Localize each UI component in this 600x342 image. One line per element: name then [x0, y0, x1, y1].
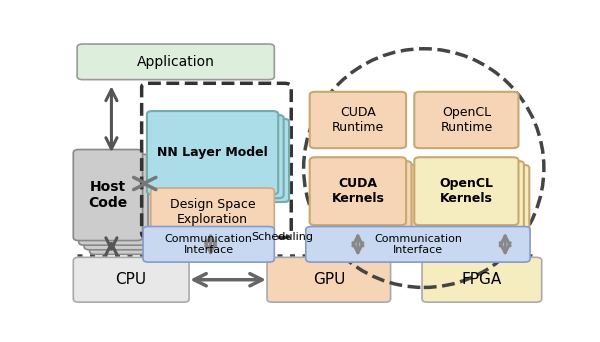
Text: Communication
Interface: Communication Interface [164, 234, 253, 255]
FancyBboxPatch shape [158, 119, 289, 202]
FancyBboxPatch shape [320, 165, 417, 233]
FancyBboxPatch shape [152, 115, 284, 198]
FancyBboxPatch shape [422, 257, 542, 302]
FancyBboxPatch shape [79, 154, 148, 245]
FancyBboxPatch shape [147, 111, 278, 194]
FancyBboxPatch shape [306, 226, 530, 262]
FancyBboxPatch shape [73, 149, 143, 240]
Text: CUDA
Runtime: CUDA Runtime [332, 106, 384, 134]
FancyBboxPatch shape [310, 157, 406, 225]
Text: OpenCL
Kernels: OpenCL Kernels [439, 177, 493, 205]
FancyBboxPatch shape [315, 161, 412, 229]
FancyBboxPatch shape [73, 257, 189, 302]
Text: NN Layer Model: NN Layer Model [157, 146, 268, 159]
FancyBboxPatch shape [425, 165, 529, 233]
FancyBboxPatch shape [143, 226, 274, 262]
FancyBboxPatch shape [414, 157, 518, 225]
Text: Communication
Interface: Communication Interface [374, 234, 462, 255]
Text: Host
Code: Host Code [88, 180, 128, 210]
FancyBboxPatch shape [310, 92, 406, 148]
Text: OpenCL
Runtime: OpenCL Runtime [440, 106, 493, 134]
FancyBboxPatch shape [267, 257, 391, 302]
FancyBboxPatch shape [89, 163, 159, 254]
FancyBboxPatch shape [84, 159, 154, 250]
FancyBboxPatch shape [414, 92, 518, 148]
FancyBboxPatch shape [151, 188, 274, 237]
Text: Scheduling: Scheduling [252, 233, 314, 242]
Text: Design Space
Exploration: Design Space Exploration [170, 198, 256, 226]
Text: GPU: GPU [313, 272, 345, 287]
Text: CPU: CPU [116, 272, 147, 287]
FancyBboxPatch shape [420, 161, 524, 229]
FancyBboxPatch shape [77, 44, 274, 80]
Text: CUDA
Kernels: CUDA Kernels [331, 177, 385, 205]
Text: Application: Application [137, 55, 215, 69]
Text: FPGA: FPGA [462, 272, 502, 287]
